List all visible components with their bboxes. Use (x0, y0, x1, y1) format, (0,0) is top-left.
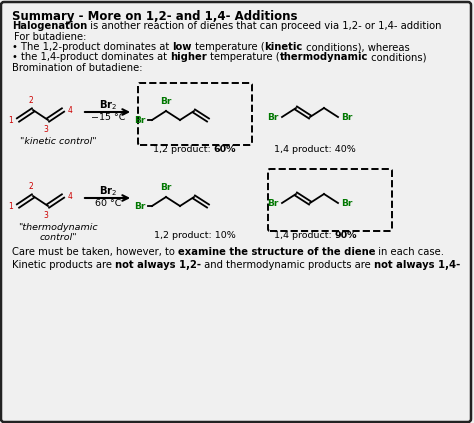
Text: Br$_2$: Br$_2$ (99, 184, 117, 198)
Text: temperature (: temperature ( (207, 52, 280, 62)
Text: Br: Br (268, 198, 279, 208)
Text: 2: 2 (28, 182, 33, 191)
Text: thermodynamic: thermodynamic (280, 52, 368, 62)
Text: Br: Br (160, 183, 172, 192)
Text: kinetic: kinetic (264, 42, 303, 52)
Text: 2: 2 (28, 96, 33, 105)
Text: 90%: 90% (335, 231, 357, 240)
Text: low: low (173, 42, 192, 52)
Text: Br: Br (341, 113, 352, 121)
Text: Br$_2$: Br$_2$ (99, 98, 117, 112)
Text: examine the structure of the diene: examine the structure of the diene (178, 247, 375, 257)
Text: Kinetic products are: Kinetic products are (12, 260, 115, 270)
Text: Br: Br (268, 113, 279, 121)
Text: 1,4 product:: 1,4 product: (274, 231, 335, 240)
Text: in each case.: in each case. (375, 247, 445, 257)
Text: conditions): conditions) (368, 52, 427, 62)
Text: conditions), whereas: conditions), whereas (303, 42, 410, 52)
Text: For butadiene:: For butadiene: (14, 32, 86, 42)
Text: not always 1,2-: not always 1,2- (115, 260, 201, 270)
FancyBboxPatch shape (138, 83, 252, 145)
Text: 60%: 60% (214, 145, 236, 154)
Text: and thermodynamic products are: and thermodynamic products are (201, 260, 374, 270)
Text: "kinetic control": "kinetic control" (20, 137, 96, 146)
Text: temperature (: temperature ( (192, 42, 264, 52)
Text: Br: Br (135, 201, 146, 211)
Text: Care must be taken, however, to: Care must be taken, however, to (12, 247, 178, 257)
Text: is another reaction of dienes that can proceed via 1,2- or 1,4- addition: is another reaction of dienes that can p… (87, 21, 442, 31)
Text: Br: Br (341, 198, 352, 208)
Text: Bromination of butadiene:: Bromination of butadiene: (12, 63, 143, 73)
Text: Halogenation: Halogenation (12, 21, 87, 31)
Text: not always 1,4-: not always 1,4- (374, 260, 460, 270)
Text: 1,2 product: 10%: 1,2 product: 10% (154, 231, 236, 240)
Text: Summary - More on 1,2- and 1,4- Additions: Summary - More on 1,2- and 1,4- Addition… (12, 10, 298, 23)
FancyBboxPatch shape (268, 169, 392, 231)
Text: • the 1,4-product dominates at: • the 1,4-product dominates at (12, 52, 170, 62)
Text: 1: 1 (8, 115, 13, 124)
Text: "thermodynamic
control": "thermodynamic control" (18, 223, 98, 242)
Text: 1,4 product: 40%: 1,4 product: 40% (274, 145, 356, 154)
Text: −15 °C: −15 °C (91, 113, 125, 121)
Text: • The 1,2-product dominates at: • The 1,2-product dominates at (12, 42, 173, 52)
Text: 4: 4 (68, 105, 73, 115)
Text: Br: Br (160, 97, 172, 106)
Text: 60 °C: 60 °C (95, 198, 121, 208)
Text: 1,2 product:: 1,2 product: (153, 145, 214, 154)
Text: 4: 4 (68, 192, 73, 201)
Text: higher: higher (170, 52, 207, 62)
Text: Br: Br (135, 115, 146, 124)
Text: 1: 1 (8, 201, 13, 211)
Text: 3: 3 (44, 125, 48, 134)
Text: 3: 3 (44, 211, 48, 220)
